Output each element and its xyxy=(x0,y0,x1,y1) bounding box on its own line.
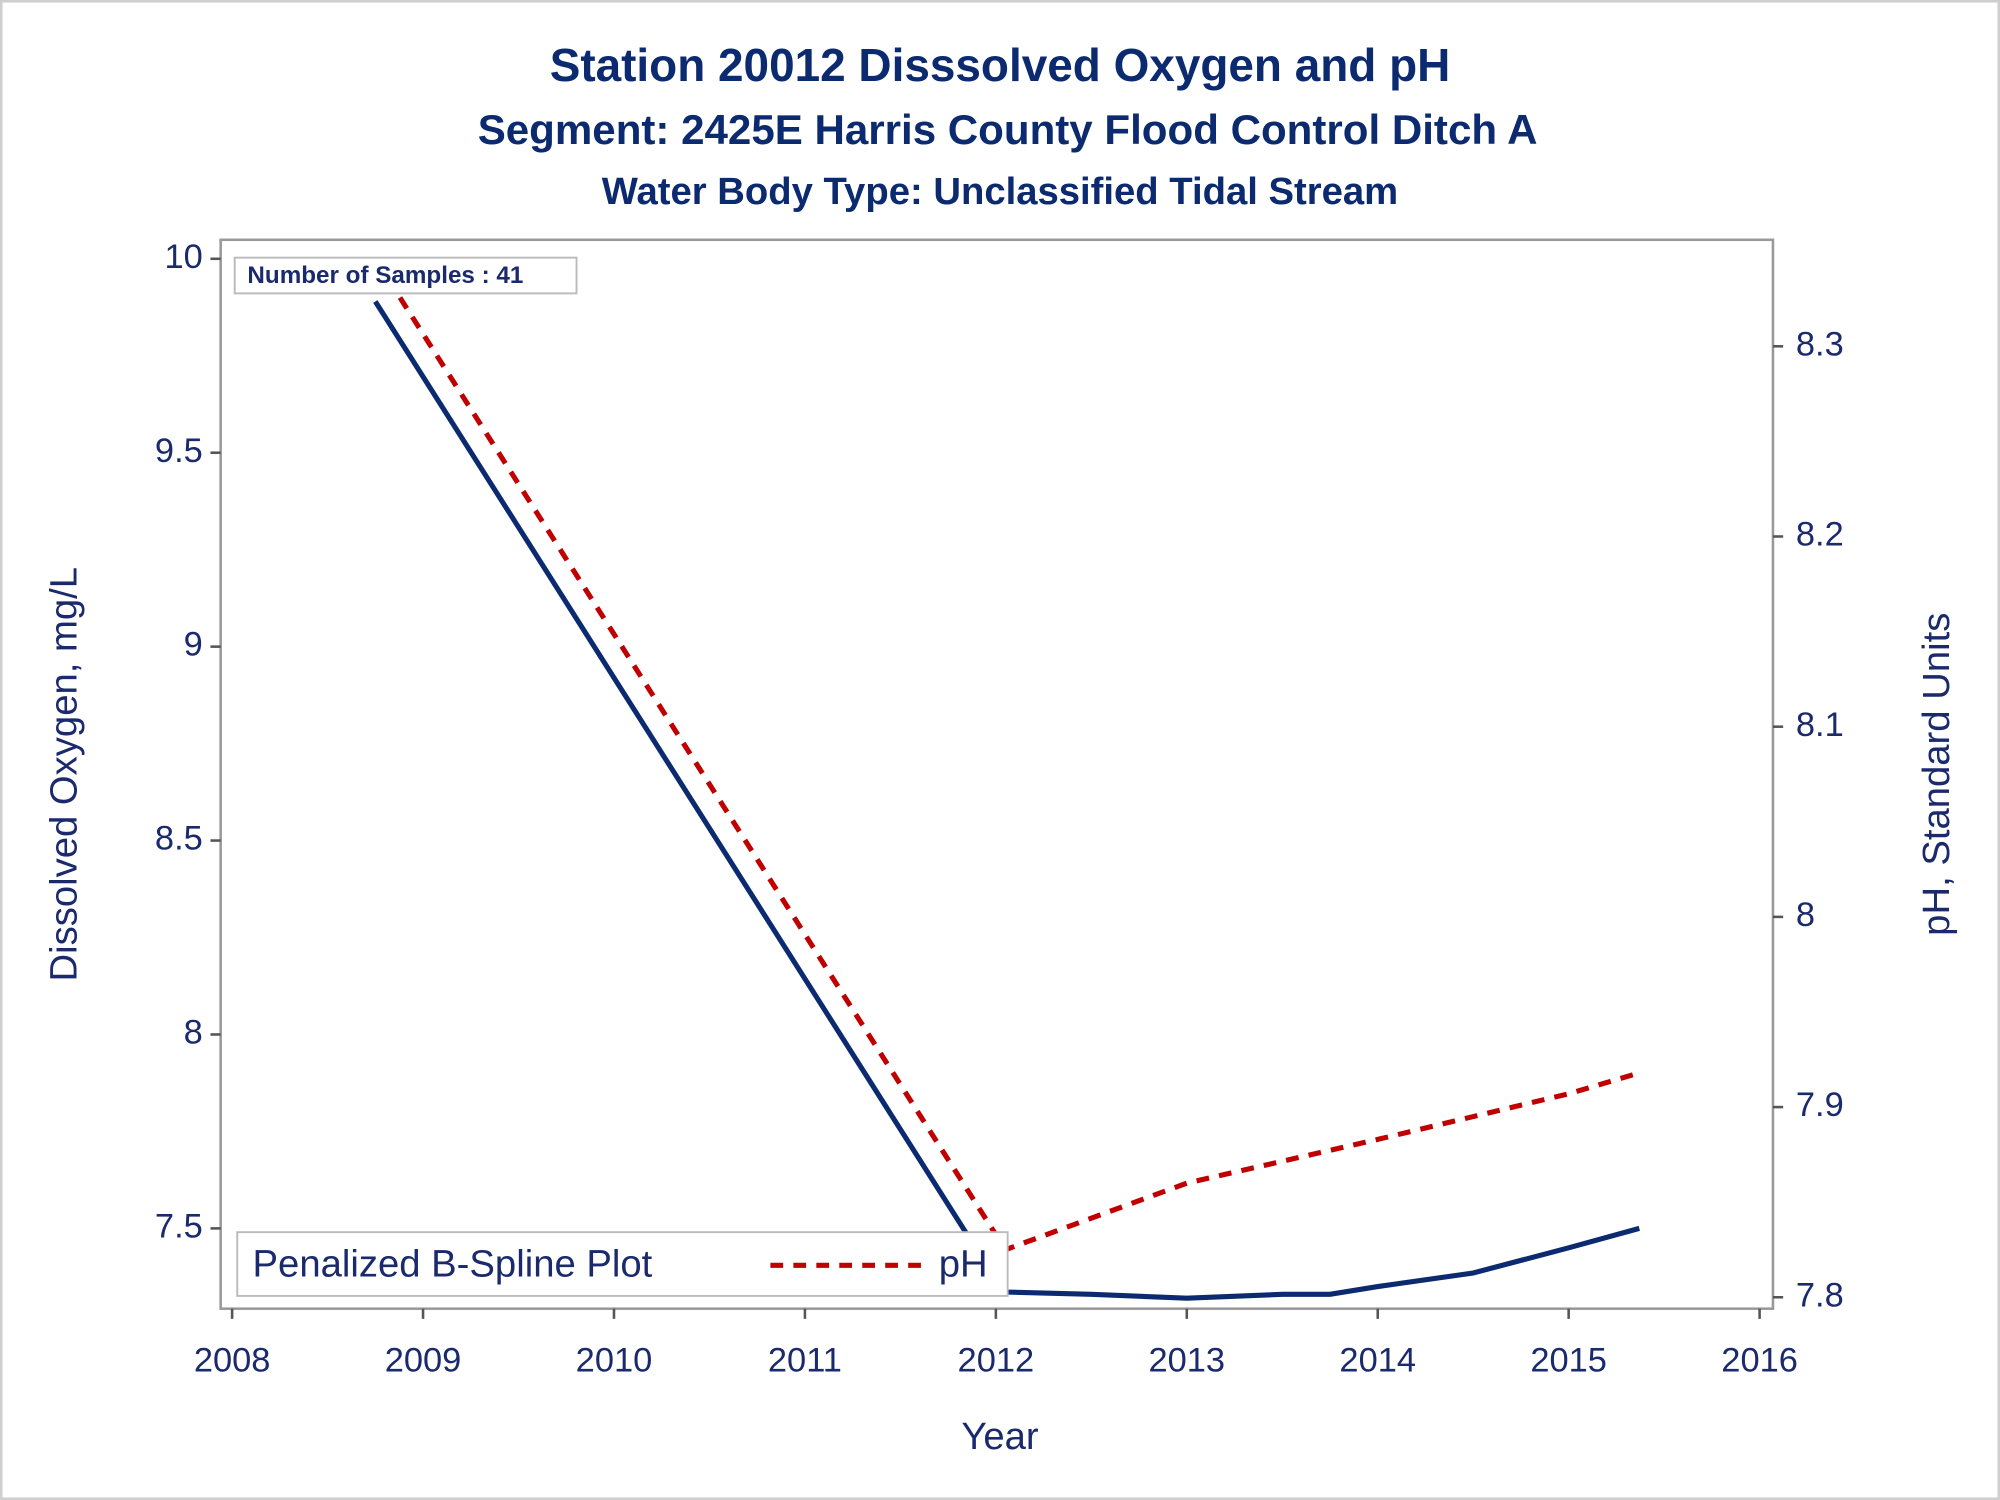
annotation: Number of Samples : 41 xyxy=(247,262,523,289)
y-tick-label: 8.5 xyxy=(155,820,203,858)
x-tick-label: 2015 xyxy=(1530,1341,1607,1379)
y2-tick-label: 7.8 xyxy=(1796,1276,1844,1314)
y-tick-label: 10 xyxy=(165,238,203,276)
y2-tick-label: 7.9 xyxy=(1796,1086,1844,1124)
x-tick-label: 2010 xyxy=(576,1341,653,1379)
annotation-box xyxy=(233,256,578,295)
legend-title: Penalized B-Spline Plot xyxy=(253,1243,653,1286)
x-tick-label: 2013 xyxy=(1149,1341,1226,1379)
y-axis-label: Dissolved Oxygen, mg/L xyxy=(42,567,85,982)
y2-tick-label: 8.3 xyxy=(1796,325,1844,363)
y2-tick-label: 8.2 xyxy=(1796,516,1844,554)
x-tick-label: 2016 xyxy=(1721,1341,1798,1379)
y-tick-label: 7.5 xyxy=(155,1207,203,1245)
legend-label: pH xyxy=(939,1243,988,1286)
y-tick-label: 9.5 xyxy=(155,432,203,470)
x-tick-label: 2014 xyxy=(1339,1341,1416,1379)
y2-tick-label: 8.1 xyxy=(1796,706,1844,744)
x-axis-label: Year xyxy=(961,1415,1039,1458)
x-tick-label: 2009 xyxy=(385,1341,462,1379)
chart-title: Station 20012 Disssolved Oxygen and pH xyxy=(550,39,1451,91)
y2-axis-label: pH, Standard Units xyxy=(1915,613,1958,936)
y-tick-label: 9 xyxy=(184,626,203,664)
series-line xyxy=(373,257,1641,1253)
y-tick-label: 8 xyxy=(184,1014,203,1052)
chart-subtitle2: Water Body Type: Unclassified Tidal Stre… xyxy=(602,170,1398,213)
chart-subtitle: Segment: 2425E Harris County Flood Contr… xyxy=(478,106,1538,153)
x-tick-label: 2011 xyxy=(768,1341,842,1379)
y2-tick-label: 8 xyxy=(1796,896,1815,934)
legend-box xyxy=(236,1231,1009,1297)
x-tick-label: 2008 xyxy=(194,1341,271,1379)
x-tick-label: 2012 xyxy=(958,1341,1035,1379)
